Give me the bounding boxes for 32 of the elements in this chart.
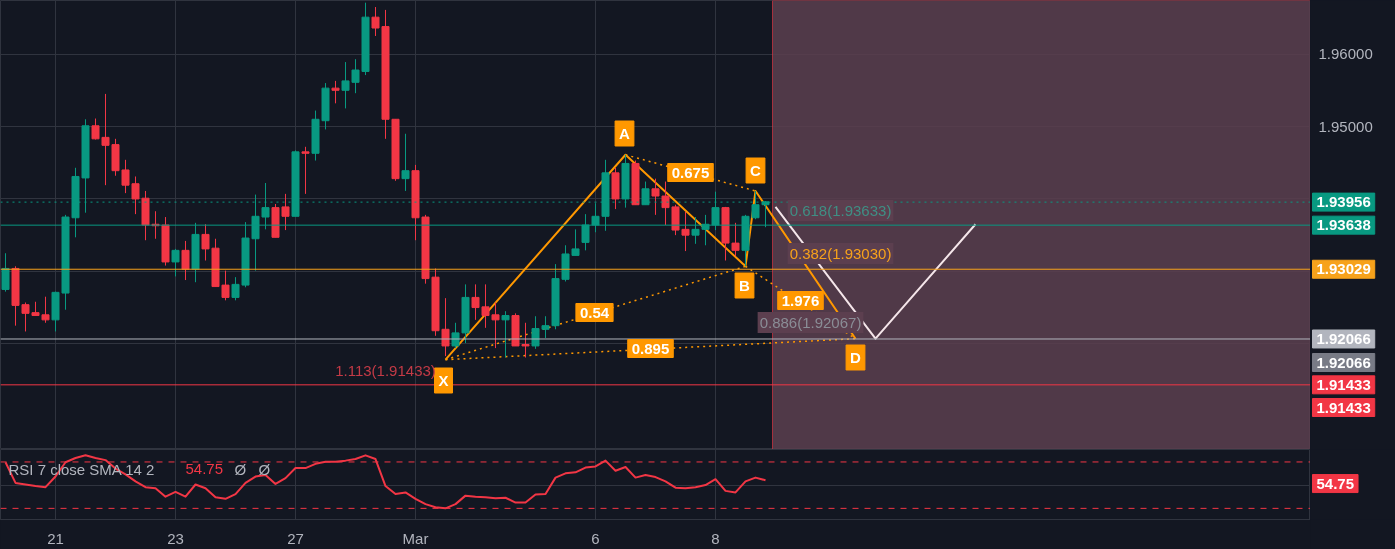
text: 54.75 [1316,474,1355,492]
x-tick-label: 21 [47,529,64,547]
x-tick-label: 8 [711,529,720,547]
annotation: Ø [234,460,247,478]
annotation: B [739,277,751,294]
ref-line-label: 1.93956 [1316,193,1371,211]
x-tick-label: 23 [167,529,184,547]
annotation: Ø [258,460,271,478]
x-tick-label: Mar [402,529,429,547]
annotation: A [619,125,631,142]
annotation: 1.976 [781,291,820,309]
y-tick-label: 1.95000 [1318,117,1373,135]
ref-line-label: 1.91433 [1316,375,1371,393]
annotation: 0.54 [579,303,610,321]
x-tick-label: 6 [591,529,600,547]
annotation: 0.675 [671,163,710,181]
annotation: 0.886(1.92067) [759,314,862,331]
annotation: 0.618(1.93633) [789,202,892,219]
annotation: 0.895 [631,339,670,357]
ref-line-label: 1.92066 [1316,329,1371,347]
x-tick-label: 27 [287,529,304,547]
y-tick-label: 1.96000 [1318,45,1373,63]
annotation: 0.382(1.93030) [789,245,892,262]
text: 1.92066 [1316,353,1371,371]
annotation: C [750,162,762,179]
annotation: 1.113(1.91433) [335,362,436,379]
ref-line-label: 1.93638 [1316,216,1371,234]
annotation: 54.75 [185,460,224,478]
annotation: D [850,349,862,366]
ref-line-label: 1.93029 [1316,260,1371,278]
annotation: X [438,372,449,389]
text: 1.91433 [1316,398,1371,416]
